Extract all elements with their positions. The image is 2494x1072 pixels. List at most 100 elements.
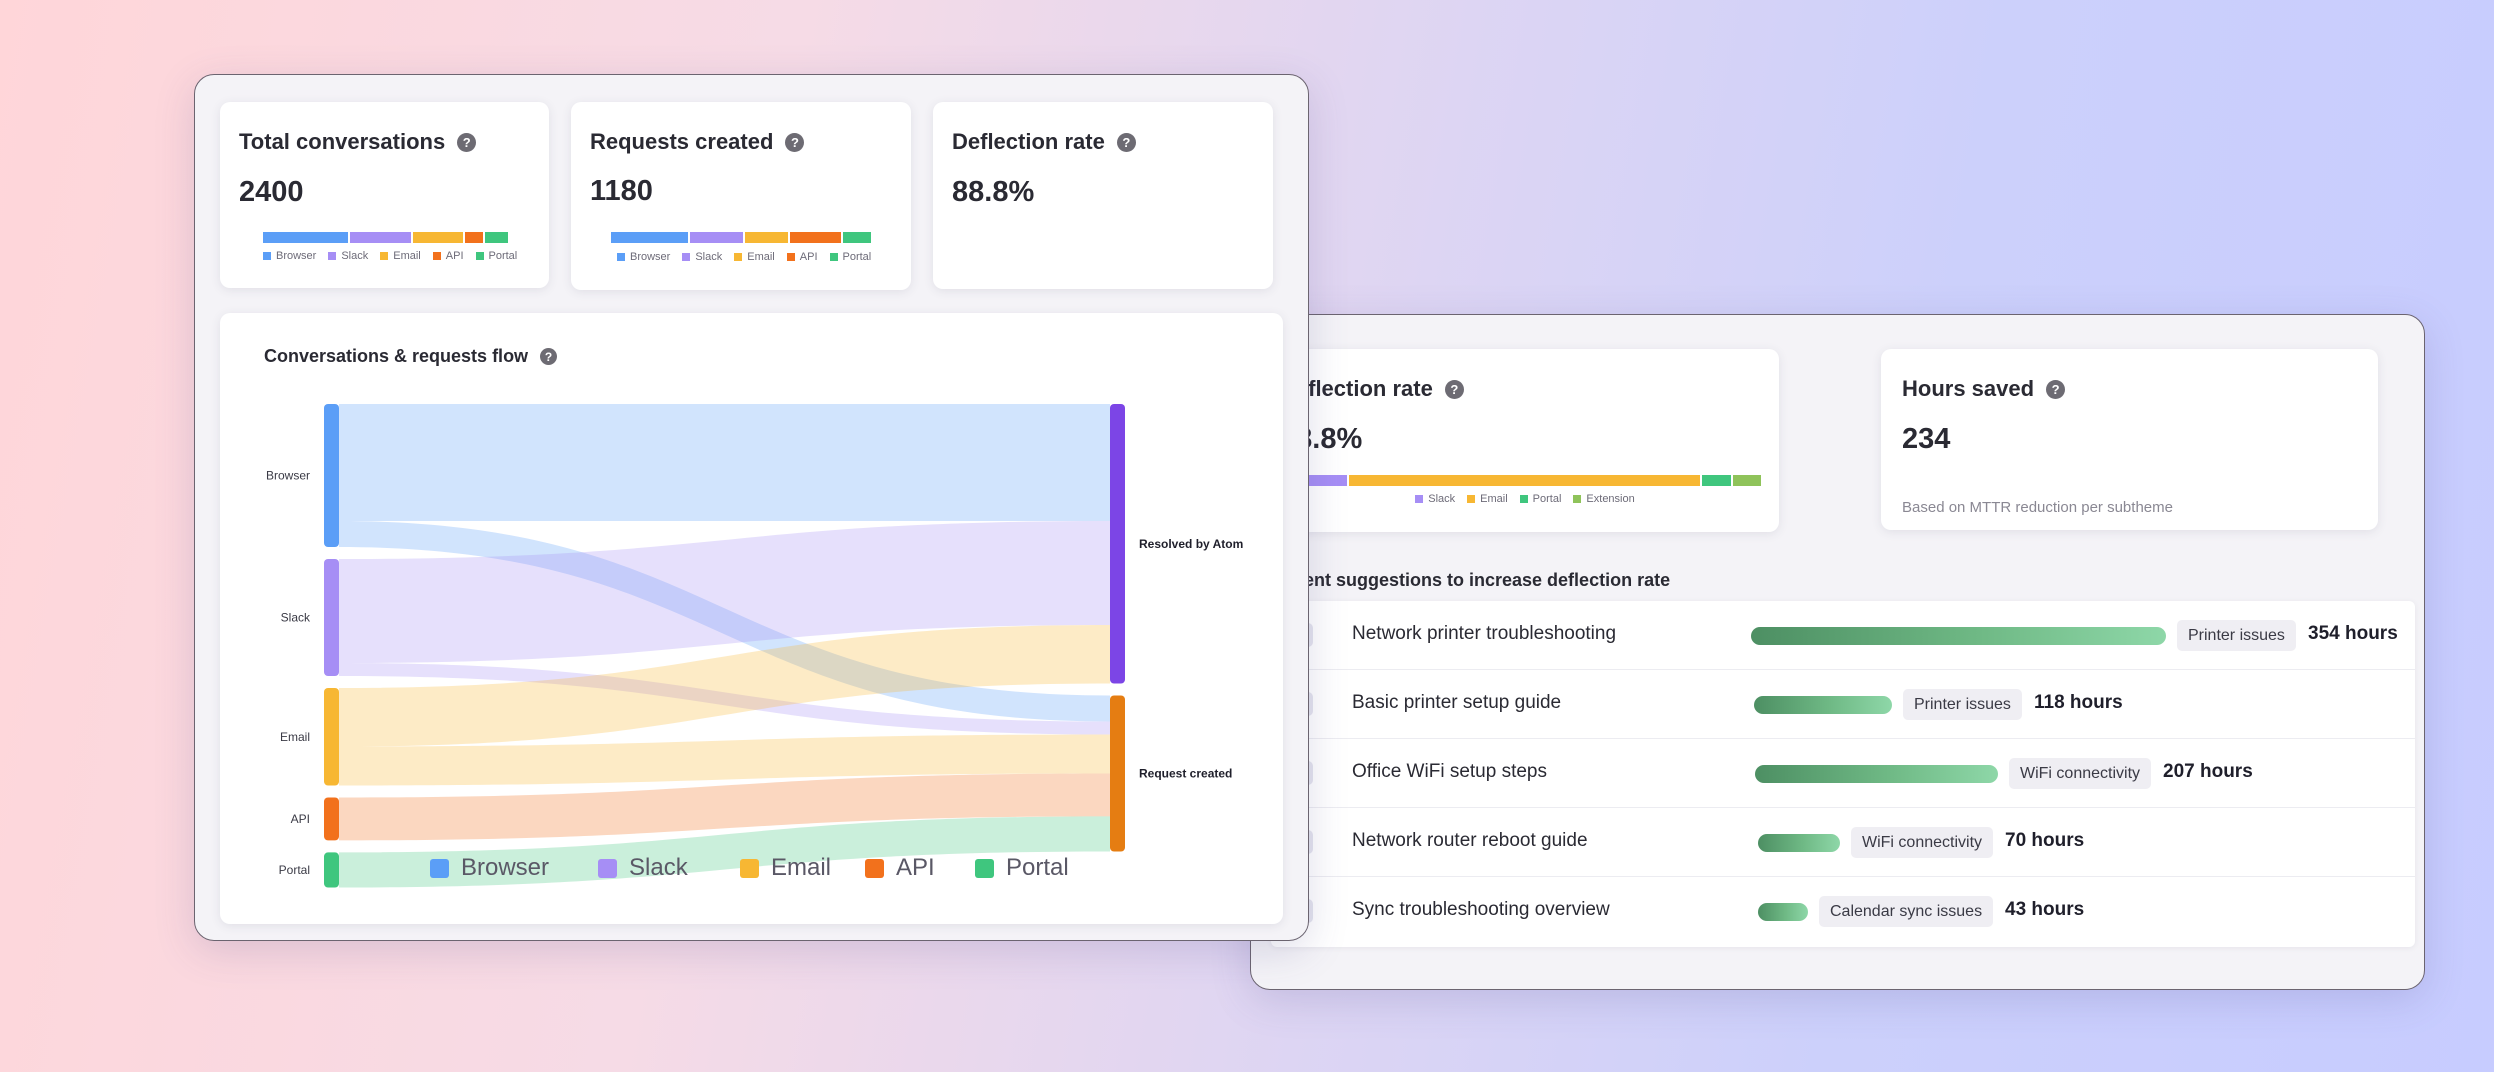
legend-item-portal: Portal bbox=[829, 251, 872, 263]
hours-saved-title: Hours saved bbox=[1902, 376, 2035, 401]
flow-link-api bbox=[339, 773, 1110, 841]
hours-saved-card: Hours saved ? 234 Based on MTTR reductio… bbox=[1881, 349, 2378, 530]
target-node-request-created bbox=[1110, 695, 1125, 852]
legend-swatch bbox=[829, 253, 838, 261]
legend-swatch bbox=[617, 253, 625, 261]
bar-segment-portal bbox=[1702, 475, 1731, 486]
suggestion-tag: WiFi connectivity bbox=[1851, 827, 1994, 858]
legend-item-browser: Browser bbox=[263, 250, 316, 262]
suggestion-hours: 43 hours bbox=[2005, 899, 2085, 920]
legend-label: Slack bbox=[695, 251, 723, 263]
source-node-portal bbox=[324, 852, 339, 888]
legend-item-portal: Portal bbox=[1519, 493, 1562, 505]
legend-label: API bbox=[445, 250, 464, 262]
suggestions-list: ▤Network printer troubleshootingPrinter … bbox=[1271, 601, 2415, 947]
stat-card-total-conversations: Total conversations ? 2400 Browser Slack E… bbox=[220, 102, 549, 288]
legend-label: Portal bbox=[842, 251, 872, 263]
flow-link-slack bbox=[339, 521, 1110, 663]
help-icon[interactable]: ? bbox=[1116, 132, 1136, 152]
legend-label: Browser bbox=[461, 854, 549, 881]
source-node-email bbox=[324, 688, 339, 786]
flow-link-browser bbox=[339, 521, 1110, 722]
stat-card-deflection-rate: Deflection rate ? 88.8% bbox=[933, 102, 1273, 289]
target-node-resolved bbox=[1110, 404, 1125, 684]
bar-segment-slack bbox=[349, 232, 412, 243]
flow-link-portal bbox=[339, 816, 1110, 888]
legend-item-slack: Slack bbox=[328, 250, 368, 262]
flow-link-email bbox=[339, 625, 1110, 747]
suggestion-hours-bar bbox=[1758, 834, 1840, 852]
suggestion-hours-bar bbox=[1751, 627, 2166, 645]
suggestion-tag: WiFi connectivity bbox=[2009, 758, 2152, 789]
help-icon[interactable]: ? bbox=[1444, 379, 1464, 399]
legend-item-email: Email bbox=[1467, 493, 1508, 505]
total-conversations-bar bbox=[263, 232, 508, 243]
suggestion-title[interactable]: Basic printer setup guide bbox=[1352, 692, 1562, 713]
legend-label: Extension bbox=[1586, 493, 1635, 505]
source-node-slack bbox=[324, 559, 339, 676]
suggestion-hours-bar bbox=[1755, 765, 1998, 783]
suggestion-row[interactable]: ▤Network printer troubleshootingPrinter … bbox=[1271, 601, 2415, 670]
suggestion-hours: 118 hours bbox=[2034, 692, 2123, 713]
bar-segment-api bbox=[464, 232, 484, 243]
target-label: Request created bbox=[1139, 767, 1232, 781]
stat-value: 88.8% bbox=[952, 176, 1035, 208]
flow-link-email bbox=[339, 734, 1110, 786]
source-label: Slack bbox=[281, 611, 311, 625]
bar-segment-browser bbox=[263, 232, 348, 243]
suggestion-tag: Printer issues bbox=[1903, 689, 2022, 720]
suggestion-title[interactable]: Office WiFi setup steps bbox=[1352, 761, 1547, 782]
suggestion-hours-bar bbox=[1754, 696, 1892, 714]
legend-label: Portal bbox=[1532, 493, 1562, 505]
stat-title: Requests created bbox=[590, 129, 774, 154]
stat-title: Total conversations bbox=[239, 129, 446, 154]
legend-label: Browser bbox=[630, 251, 671, 263]
suggestion-title[interactable]: Network router reboot guide bbox=[1352, 830, 1588, 851]
legend-item-portal: Portal bbox=[475, 250, 517, 262]
bar-segment-slack bbox=[689, 232, 744, 243]
deflection-rate-card: Deflection rate ? 88.8% Slack Email Portal… bbox=[1251, 349, 1779, 532]
legend-swatch bbox=[1467, 495, 1476, 503]
source-label: API bbox=[291, 812, 310, 826]
legend-swatch bbox=[380, 252, 389, 260]
source-label: Email bbox=[280, 730, 310, 744]
legend-label: Email bbox=[393, 250, 421, 262]
bar-segment-browser bbox=[611, 232, 688, 243]
legend-swatch bbox=[1415, 495, 1424, 503]
suggestion-tag: Calendar sync issues bbox=[1819, 896, 1994, 927]
flow-chart-title: Conversations & requests flow bbox=[264, 346, 529, 366]
suggestions-section-title: tent suggestions to increase deflection … bbox=[1298, 570, 1671, 590]
suggestion-hours: 207 hours bbox=[2163, 761, 2253, 782]
legend-item-api: API bbox=[432, 250, 464, 262]
legend-label: Slack bbox=[1428, 493, 1456, 505]
legend-label: Email bbox=[1480, 493, 1508, 505]
suggestion-hours: 354 hours bbox=[2308, 623, 2398, 644]
legend-swatch bbox=[263, 252, 271, 260]
bar-segment-slack bbox=[1280, 475, 1347, 486]
legend-swatch bbox=[328, 252, 337, 260]
suggestion-title[interactable]: Network printer troubleshooting bbox=[1352, 623, 1617, 644]
help-icon[interactable]: ? bbox=[785, 132, 805, 152]
suggestion-title[interactable]: Sync troubleshooting overview bbox=[1352, 899, 1610, 920]
help-icon[interactable]: ? bbox=[540, 348, 558, 365]
bar-segment-portal bbox=[843, 232, 871, 243]
bar-segment-portal bbox=[485, 232, 508, 243]
stat-card-requests-created: Requests created ? 1180 Browser Slack Emai… bbox=[571, 102, 911, 290]
target-label: Resolved by Atom bbox=[1139, 537, 1243, 551]
legend-item-extension: Extension bbox=[1573, 493, 1635, 505]
legend-swatch-slack bbox=[598, 859, 617, 878]
legend-swatch-portal bbox=[975, 859, 994, 878]
help-icon[interactable]: ? bbox=[457, 132, 477, 152]
legend-item-email: Email bbox=[380, 250, 421, 262]
legend-swatch bbox=[432, 252, 441, 260]
help-icon[interactable]: ? bbox=[2046, 379, 2066, 399]
hours-saved-subtitle: Based on MTTR reduction per subtheme bbox=[1902, 499, 2173, 516]
deflection-rate-legend: Slack Email Portal Extension bbox=[1251, 493, 1779, 505]
stat-value: 2400 bbox=[239, 176, 304, 208]
legend-swatch bbox=[786, 253, 795, 261]
bar-segment-email bbox=[413, 232, 463, 243]
